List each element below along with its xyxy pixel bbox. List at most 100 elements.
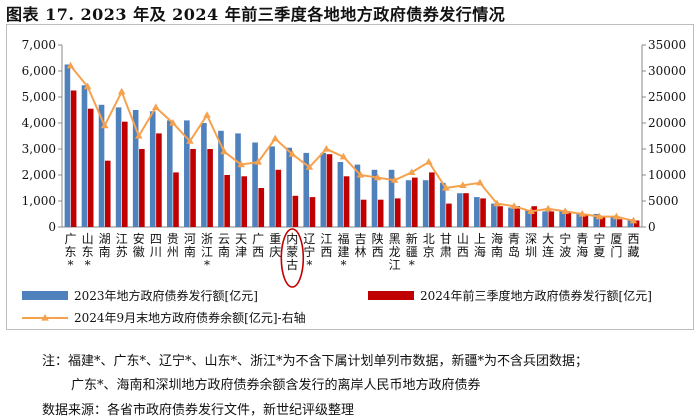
category-label: 南 [99, 244, 111, 259]
category-label: 江 [389, 258, 401, 272]
bar-2023 [388, 169, 395, 227]
legend-label-2023: 2023年地方政府债券发行额[亿元] [74, 288, 258, 303]
bar-2023 [98, 104, 105, 227]
category-label: 浙 [201, 232, 213, 246]
balance-point [186, 137, 194, 144]
bar-2023 [542, 211, 548, 227]
category-label: 陕 [372, 231, 384, 246]
bar-2024q3 [292, 195, 299, 227]
bar-2024q3 [207, 149, 213, 227]
bar-2023 [320, 152, 327, 227]
category-label: 庆 [269, 245, 281, 259]
bar-2024q3 [190, 149, 196, 227]
category-label: 大 [542, 232, 554, 246]
left-tick-label: 2,000 [22, 168, 56, 182]
balance-point [493, 199, 501, 207]
bar-2023 [474, 197, 480, 227]
category-label: 西 [627, 232, 639, 246]
category-label: 宁 [303, 244, 315, 259]
bar-2023 [149, 111, 156, 227]
balance-point [169, 119, 177, 126]
category-label: 天 [235, 232, 247, 246]
balance-point [100, 121, 109, 129]
category-label: 云 [218, 232, 230, 246]
category-label: 广 [65, 232, 77, 246]
category-label: 江 [320, 232, 332, 246]
category-label: 藏 [627, 245, 639, 259]
bar-2024q3 [343, 176, 350, 227]
balance-point [442, 184, 450, 191]
left-tick-label: 0 [48, 220, 56, 234]
right-tick-label: 20000 [648, 116, 686, 130]
balance-point [339, 152, 348, 160]
legend-label-balance: 2024年9月末地方政府债券余额[亿元]-右轴 [74, 310, 306, 325]
bar-2023 [593, 214, 600, 227]
category-label: 东 [82, 245, 94, 259]
bar-2024q3 [582, 215, 589, 227]
balance-point [407, 168, 416, 175]
bar-2024q3 [87, 108, 94, 227]
bar-2024q3 [497, 206, 503, 227]
category-label: 波 [559, 245, 571, 259]
bar-2023 [422, 180, 429, 227]
balance-point [527, 207, 535, 214]
bar-2023 [610, 216, 617, 227]
bar-2024q3 [156, 133, 162, 227]
left-tick-label: 1,000 [22, 194, 56, 208]
balance-point [322, 145, 331, 152]
right-tick-label: 35000 [648, 38, 686, 52]
category-label: 广 [252, 232, 264, 246]
bar-2023 [218, 130, 224, 227]
category-label: 海 [576, 244, 588, 259]
category-label: 新 [406, 231, 418, 246]
legend-swatch-2023 [22, 291, 68, 300]
bar-2024q3 [633, 220, 640, 227]
bar-2024q3 [616, 219, 623, 227]
balance-point [373, 173, 382, 181]
bar-2023 [491, 203, 497, 227]
bar-2024q3 [258, 188, 265, 227]
category-label: * [340, 258, 346, 272]
bar-2024q3 [70, 90, 77, 227]
category-label: 江 [201, 245, 213, 259]
bar-2023 [64, 64, 71, 227]
left-tick-label: 3,000 [22, 142, 56, 156]
left-tick-label: 7,000 [22, 38, 56, 52]
category-label: * [85, 258, 91, 272]
category-label: 西 [457, 245, 469, 259]
bar-2024q3 [412, 177, 418, 227]
note-line-2: 广东*、海南和深圳地方政府债券余额含发行的离岸人民币地方政府债券 [71, 378, 481, 393]
category-label: 肃 [440, 245, 452, 259]
category-label: 西 [372, 245, 384, 259]
category-label: 徽 [133, 244, 145, 259]
bar-2024q3 [275, 169, 282, 227]
category-label: 山 [82, 232, 94, 246]
category-label: 厦 [610, 232, 622, 246]
highlight-ellipse [280, 228, 305, 288]
bar-2023 [286, 147, 292, 227]
right-tick-label: 0 [648, 220, 656, 234]
category-label: 西 [252, 245, 264, 259]
bar-2023 [166, 120, 173, 227]
category-label: 古 [286, 257, 298, 272]
category-label: 津 [235, 245, 247, 259]
balance-line [69, 65, 634, 222]
chart-svg: 0 1,000 2,000 3,000 4,000 5,000 6,000 7,000 0 500… [22, 38, 687, 325]
category-label: 州 [167, 245, 179, 259]
bar-2023 [132, 110, 139, 227]
bar-2024q3 [531, 206, 538, 227]
balance-point [459, 181, 467, 188]
category-label: 西 [320, 245, 332, 259]
category-label: 吉 [355, 232, 367, 246]
balance-point [66, 61, 75, 69]
figure-title: 图表 17. 2023 年及 2024 年前三季度各地地方政府债券发行情况 [6, 5, 506, 24]
right-tick-label: 10000 [648, 168, 686, 182]
category-label: 黑 [389, 232, 401, 246]
balance-point [629, 216, 638, 224]
chart-frame [6, 24, 694, 330]
category-label: 夏 [593, 245, 605, 259]
balance-point [134, 132, 143, 139]
bar-2023 [235, 133, 241, 227]
category-label: 内 [286, 232, 298, 246]
legend-marker-balance [41, 314, 49, 321]
